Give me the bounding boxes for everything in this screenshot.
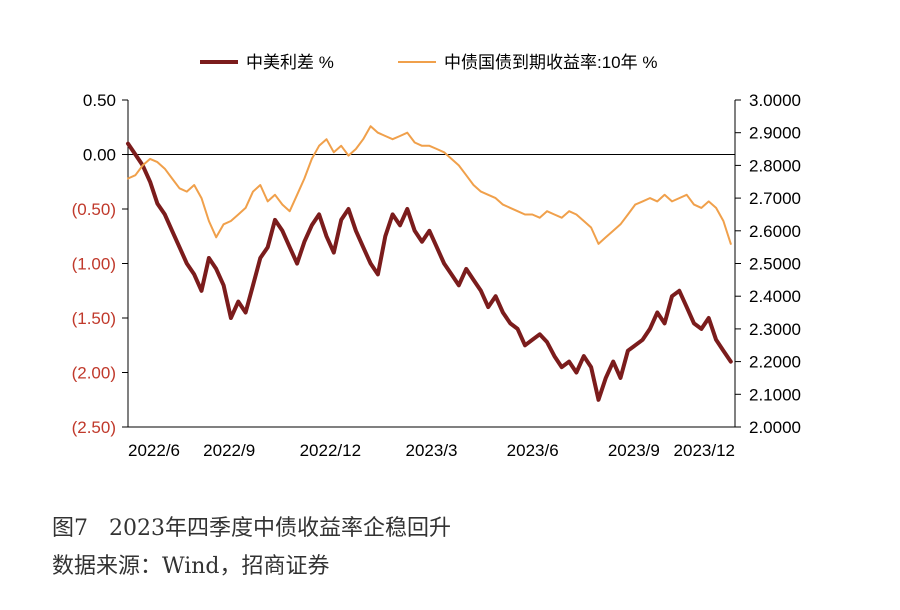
left-tick-label: (2.50) bbox=[72, 418, 116, 437]
figure-title: 图7 2023年四季度中债收益率企稳回升 bbox=[52, 516, 451, 541]
legend-label-spread: 中美利差 % bbox=[246, 53, 334, 72]
series-line-yield bbox=[127, 125, 732, 245]
x-tick-label: 2023/6 bbox=[507, 441, 559, 460]
left-tick-label: (0.50) bbox=[72, 200, 116, 219]
left-tick-label: (1.50) bbox=[72, 309, 116, 328]
x-tick-label: 2023/12 bbox=[674, 441, 735, 460]
left-tick-label: (2.00) bbox=[72, 364, 116, 383]
series-layer bbox=[126, 125, 733, 402]
right-tick-label: 2.5000 bbox=[749, 255, 801, 274]
x-tick-label: 2023/3 bbox=[406, 441, 458, 460]
left-tick-label: (1.00) bbox=[72, 255, 116, 274]
right-tick-label: 2.0000 bbox=[749, 418, 801, 437]
right-tick-label: 2.7000 bbox=[749, 189, 801, 208]
right-tick-label: 2.6000 bbox=[749, 222, 801, 241]
left-tick-label: 0.00 bbox=[83, 146, 116, 165]
x-tick-label: 2022/6 bbox=[128, 441, 180, 460]
legend-label-yield: 中债国债到期收益率:10年 % bbox=[444, 53, 657, 72]
right-tick-label: 2.3000 bbox=[749, 320, 801, 339]
series-line-spread bbox=[126, 141, 733, 402]
x-tick-label: 2023/9 bbox=[608, 441, 660, 460]
right-tick-label: 2.8000 bbox=[749, 156, 801, 175]
right-tick-label: 2.9000 bbox=[749, 124, 801, 143]
left-tick-label: 0.50 bbox=[83, 91, 116, 110]
x-tick-label: 2022/9 bbox=[203, 441, 255, 460]
right-tick-label: 3.0000 bbox=[749, 91, 801, 110]
x-tick-label: 2022/12 bbox=[300, 441, 361, 460]
right-tick-label: 2.2000 bbox=[749, 353, 801, 372]
right-tick-label: 2.4000 bbox=[749, 287, 801, 306]
right-tick-label: 2.1000 bbox=[749, 385, 801, 404]
figure-source: 数据来源：Wind，招商证券 bbox=[52, 554, 330, 579]
legend: 中美利差 % 中债国债到期收益率:10年 % bbox=[200, 53, 657, 72]
axes: 0.50 0.00 (0.50) (1.00) (1.50) (2.00) (2.50) 3.… bbox=[72, 91, 801, 460]
chart: 中美利差 % 中债国债到期收益率:10年 % 0.50 0.00 (0.50) (1.… bbox=[72, 53, 801, 460]
